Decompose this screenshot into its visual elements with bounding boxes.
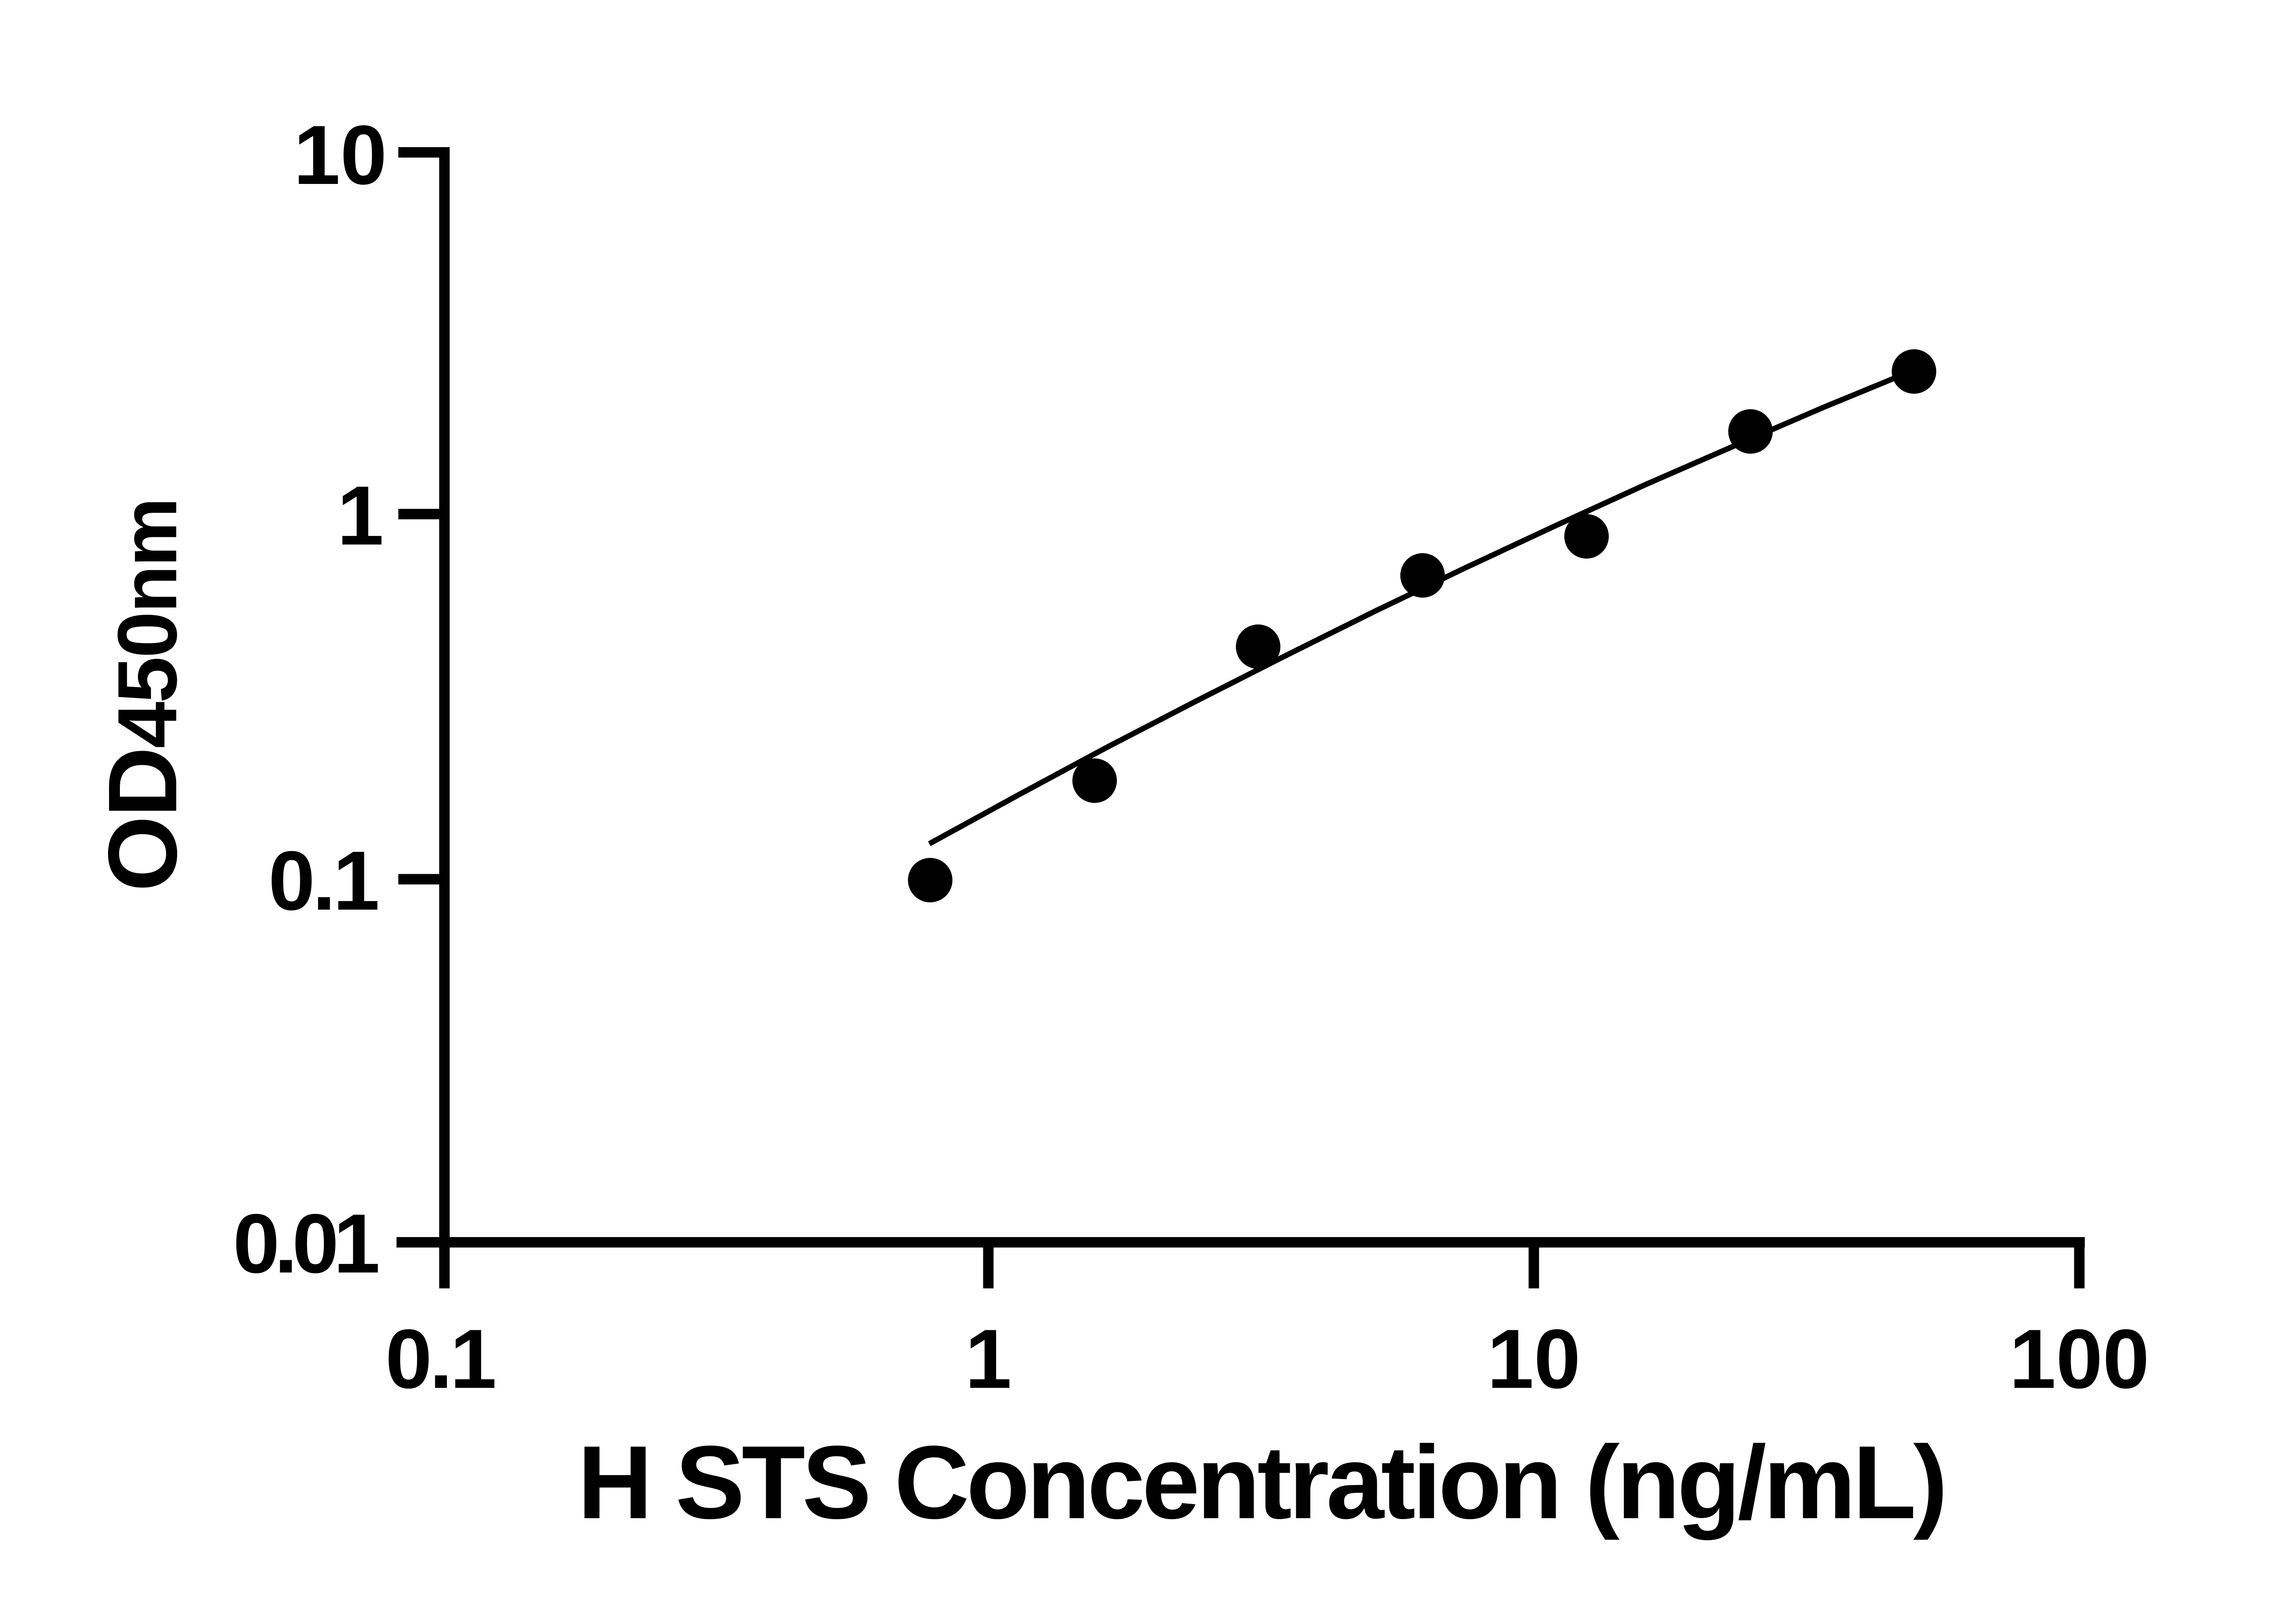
svg-text:10: 10 <box>293 109 387 202</box>
svg-text:1: 1 <box>965 1312 1012 1406</box>
svg-text:100: 100 <box>2009 1312 2150 1406</box>
svg-text:0.1: 0.1 <box>268 834 377 928</box>
svg-text:0.1: 0.1 <box>385 1312 494 1406</box>
svg-text:10: 10 <box>1487 1312 1581 1406</box>
svg-text:H STS Concentration (ng/mL): H STS Concentration (ng/mL) <box>578 1424 1948 1540</box>
svg-text:0.01: 0.01 <box>233 1197 378 1291</box>
svg-text:OD450nm: OD450nm <box>88 499 197 892</box>
svg-text:1: 1 <box>337 469 384 563</box>
